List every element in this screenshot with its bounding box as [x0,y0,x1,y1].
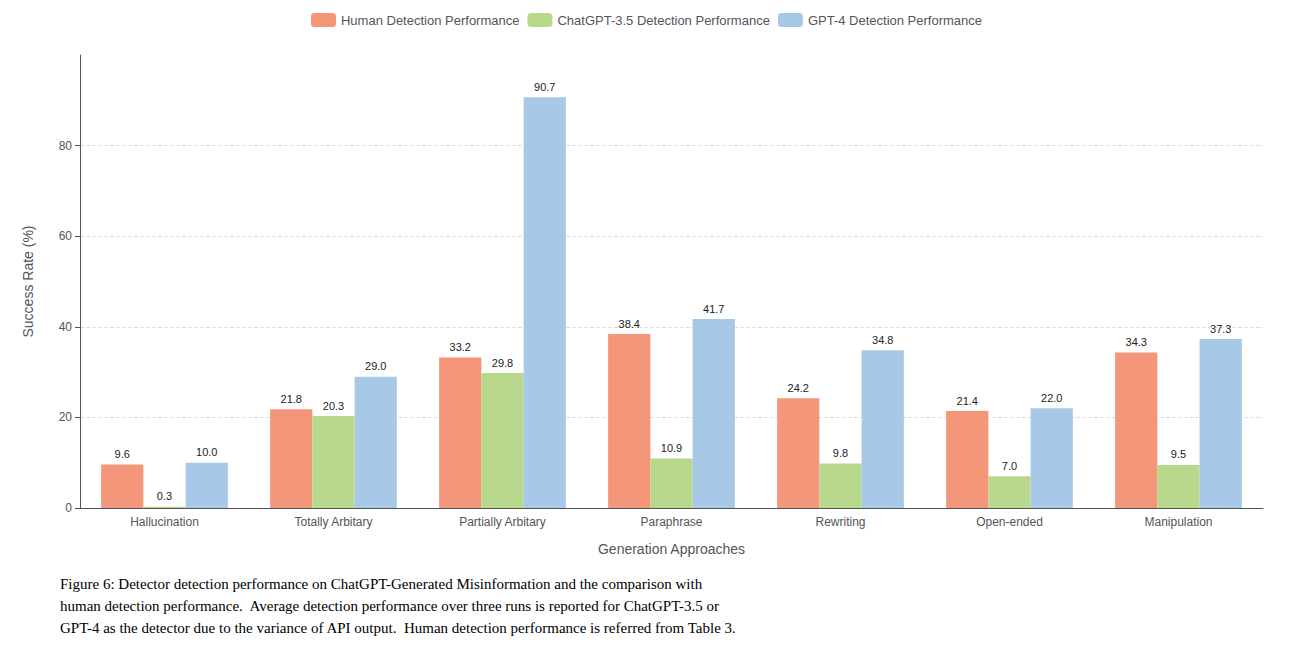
svg-text:Rewriting: Rewriting [815,515,865,529]
svg-text:21.8: 21.8 [281,393,302,405]
svg-text:21.4: 21.4 [957,395,978,407]
svg-text:34.3: 34.3 [1126,336,1147,348]
svg-text:9.8: 9.8 [833,447,848,459]
svg-text:Partially Arbitary: Partially Arbitary [459,515,546,529]
svg-text:Totally Arbitary: Totally Arbitary [294,515,372,529]
svg-text:Generation Approaches: Generation Approaches [598,541,745,557]
svg-text:37.3: 37.3 [1210,323,1231,335]
svg-text:Success Rate (%): Success Rate (%) [20,225,36,337]
svg-text:90.7: 90.7 [534,81,555,93]
svg-text:20: 20 [59,410,73,424]
svg-text:GPT-4 as the detector due to t: GPT-4 as the detector due to the varianc… [60,620,736,636]
svg-text:29.8: 29.8 [492,357,513,369]
svg-text:41.7: 41.7 [703,303,724,315]
svg-text:22.0: 22.0 [1041,392,1062,404]
svg-text:ChatGPT-3.5 Detection Performa: ChatGPT-3.5 Detection Performance [557,13,769,28]
svg-text:80: 80 [59,139,73,153]
svg-text:Figure 6: Detector detection p: Figure 6: Detector detection performance… [60,576,703,592]
svg-text:human detection performance.: human detection performance. Average det… [60,598,719,614]
svg-text:Manipulation: Manipulation [1144,515,1212,529]
svg-text:Open-ended: Open-ended [976,515,1043,529]
svg-text:Human Detection Performance: Human Detection Performance [341,13,519,28]
svg-text:24.2: 24.2 [788,382,809,394]
svg-text:GPT-4 Detection Performance: GPT-4 Detection Performance [808,13,982,28]
svg-text:20.3: 20.3 [323,400,344,412]
svg-text:38.4: 38.4 [619,318,640,330]
svg-text:40: 40 [59,320,73,334]
svg-text:Paraphrase: Paraphrase [640,515,702,529]
svg-text:0.3: 0.3 [157,490,172,502]
svg-text:7.0: 7.0 [1002,460,1017,472]
svg-text:60: 60 [59,229,73,243]
svg-text:Hallucination: Hallucination [130,515,199,529]
svg-text:34.8: 34.8 [872,334,893,346]
svg-text:29.0: 29.0 [365,360,386,372]
svg-text:0: 0 [65,501,72,515]
svg-text:9.6: 9.6 [115,448,130,460]
svg-text:33.2: 33.2 [450,341,471,353]
svg-text:10.0: 10.0 [196,446,217,458]
svg-text:10.9: 10.9 [661,442,682,454]
svg-text:9.5: 9.5 [1171,448,1186,460]
